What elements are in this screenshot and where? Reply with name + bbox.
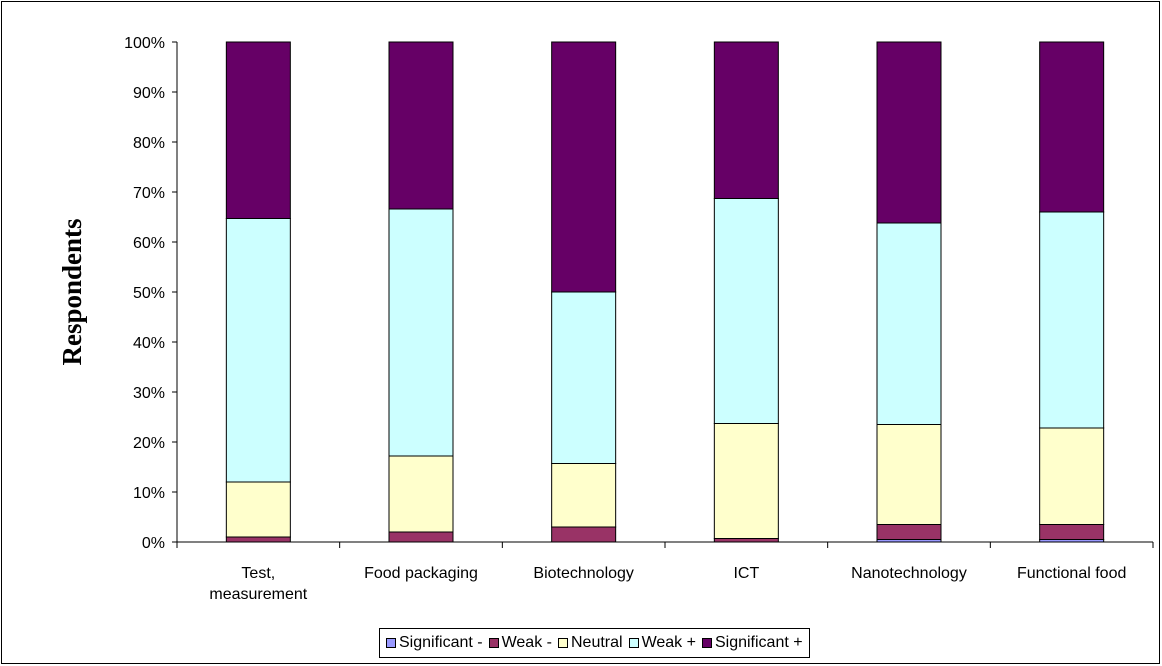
bar-segment	[225, 41, 291, 219]
legend-item: Neutral	[557, 634, 623, 652]
bar-segment	[1039, 427, 1105, 525]
bar-segment	[713, 198, 779, 424]
x-tick-label: ICT	[733, 565, 759, 582]
legend-label: Weak -	[501, 634, 552, 651]
bars	[225, 41, 1105, 543]
bar-segment	[876, 524, 942, 540]
x-axis: Test, measurement Food packaging Biotechnol…	[176, 541, 1154, 603]
legend-item: Significant -	[386, 634, 483, 652]
x-tick-label: Biotechnology	[533, 565, 634, 582]
bar-segment	[551, 463, 617, 528]
bar-segment	[1039, 41, 1105, 213]
legend-swatch	[488, 638, 499, 648]
x-tick-label: Nanotechnology	[851, 565, 967, 582]
bar-segment	[1039, 211, 1105, 429]
bar-segment	[551, 41, 617, 293]
y-tick-label: 30%	[133, 385, 165, 402]
bar-segment	[388, 455, 454, 533]
legend-label: Significant -	[399, 634, 483, 651]
x-tick-label: Food packaging	[364, 565, 478, 582]
y-tick-label: 20%	[133, 435, 165, 452]
bar-segment	[551, 526, 617, 543]
y-tick-label: 0%	[142, 535, 165, 552]
bar-segment	[225, 481, 291, 538]
legend-swatch	[628, 638, 639, 648]
legend-item: Weak +	[628, 634, 696, 652]
legend-label: Weak +	[641, 634, 696, 651]
bar-segment	[225, 218, 291, 483]
legend-swatch	[557, 638, 568, 648]
x-tick-label: Test, measurement	[209, 565, 307, 603]
bar-segment	[876, 222, 942, 425]
y-tick-label: 90%	[133, 85, 165, 102]
bar-segment	[876, 424, 942, 525]
x-tick-label: Functional food	[1017, 565, 1126, 582]
legend-label: Neutral	[570, 634, 623, 651]
bar-segment	[713, 538, 779, 543]
bar-segment	[225, 536, 291, 543]
legend-label: Significant +	[714, 634, 803, 651]
legend-item: Weak -	[488, 634, 552, 652]
bar-segment	[388, 531, 454, 543]
bar-segment	[713, 423, 779, 539]
y-tick-label: 50%	[133, 285, 165, 302]
y-tick-label: 60%	[133, 235, 165, 252]
bar-segment	[1039, 524, 1105, 540]
y-tick-label: 100%	[124, 35, 165, 52]
legend: Significant - Weak - Neutral Weak + Signific…	[379, 628, 810, 658]
legend-swatch	[701, 638, 712, 648]
y-axis: 0% 10% 20% 30% 40% 50% 60% 70% 80% 90% 100%	[124, 35, 178, 552]
bar-segment	[713, 41, 779, 199]
bar-segment	[388, 41, 454, 210]
y-axis-label: Respondents	[57, 218, 87, 365]
bar-segment	[876, 41, 942, 224]
bar-segment	[388, 208, 454, 457]
bar-segment	[551, 291, 617, 464]
y-tick-label: 40%	[133, 335, 165, 352]
y-tick-label: 80%	[133, 135, 165, 152]
y-tick-label: 10%	[133, 485, 165, 502]
legend-swatch	[386, 638, 396, 648]
y-tick-label: 70%	[133, 185, 165, 202]
legend-item: Significant +	[701, 634, 803, 652]
